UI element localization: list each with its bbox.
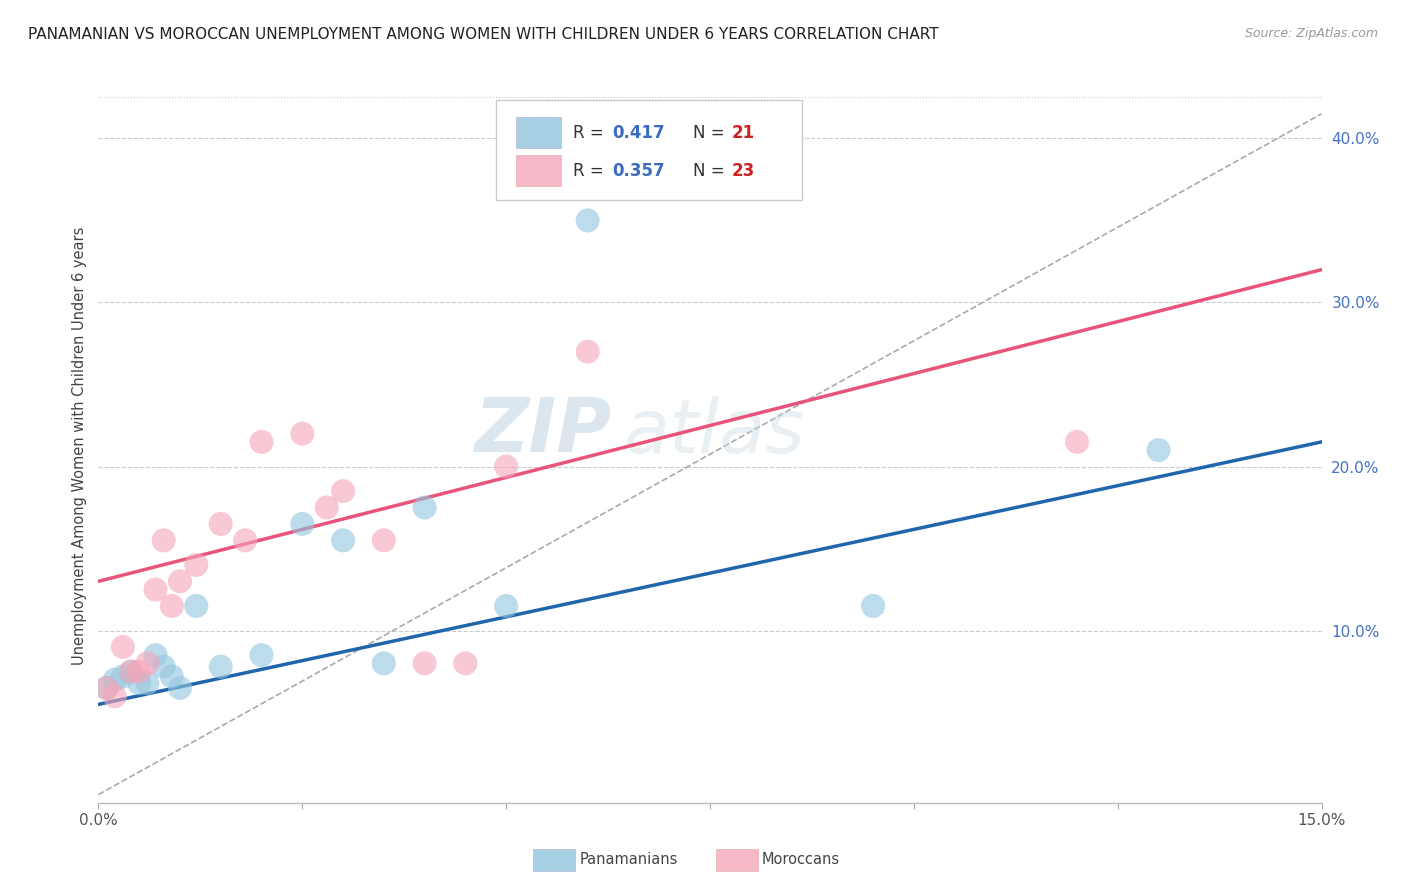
Text: N =: N =	[693, 124, 730, 142]
Text: Moroccans: Moroccans	[762, 853, 841, 867]
Point	[332, 484, 354, 499]
Point	[152, 533, 174, 548]
Point	[136, 676, 159, 690]
Point	[128, 676, 150, 690]
Point	[576, 213, 599, 227]
Text: PANAMANIAN VS MOROCCAN UNEMPLOYMENT AMONG WOMEN WITH CHILDREN UNDER 6 YEARS CORR: PANAMANIAN VS MOROCCAN UNEMPLOYMENT AMON…	[28, 27, 939, 42]
Point	[315, 500, 337, 515]
Point	[332, 533, 354, 548]
Text: R =: R =	[574, 161, 609, 179]
Text: atlas: atlas	[624, 396, 806, 467]
Text: N =: N =	[693, 161, 730, 179]
Text: 0.417: 0.417	[612, 124, 665, 142]
Point	[373, 657, 395, 671]
Point	[96, 681, 118, 695]
Point	[145, 582, 167, 597]
Point	[152, 659, 174, 673]
Point	[136, 657, 159, 671]
Point	[111, 640, 134, 654]
FancyBboxPatch shape	[496, 100, 801, 200]
Point	[145, 648, 167, 662]
Point	[250, 648, 273, 662]
Point	[160, 599, 183, 613]
Point	[1066, 434, 1088, 449]
FancyBboxPatch shape	[516, 117, 561, 148]
Point	[160, 669, 183, 683]
Point	[413, 657, 436, 671]
Point	[186, 599, 208, 613]
Point	[495, 459, 517, 474]
Point	[186, 558, 208, 572]
Point	[209, 516, 232, 531]
Point	[96, 681, 118, 695]
Point	[862, 599, 884, 613]
Point	[128, 665, 150, 679]
Text: 21: 21	[733, 124, 755, 142]
Point	[104, 689, 127, 703]
Point	[250, 434, 273, 449]
Text: ZIP: ZIP	[475, 395, 612, 468]
FancyBboxPatch shape	[516, 155, 561, 186]
Point	[120, 665, 142, 679]
Point	[373, 533, 395, 548]
Point	[454, 657, 477, 671]
Y-axis label: Unemployment Among Women with Children Under 6 years: Unemployment Among Women with Children U…	[72, 227, 87, 665]
Point	[209, 659, 232, 673]
Text: Panamanians: Panamanians	[579, 853, 678, 867]
Point	[233, 533, 256, 548]
Point	[291, 426, 314, 441]
Point	[1147, 443, 1170, 458]
Point	[169, 681, 191, 695]
Text: Source: ZipAtlas.com: Source: ZipAtlas.com	[1244, 27, 1378, 40]
Point	[111, 669, 134, 683]
Point	[169, 574, 191, 589]
Point	[291, 516, 314, 531]
Point	[104, 673, 127, 687]
Text: 23: 23	[733, 161, 755, 179]
Text: 0.357: 0.357	[612, 161, 665, 179]
Point	[120, 665, 142, 679]
Point	[576, 344, 599, 359]
Point	[413, 500, 436, 515]
Text: R =: R =	[574, 124, 609, 142]
Point	[495, 599, 517, 613]
